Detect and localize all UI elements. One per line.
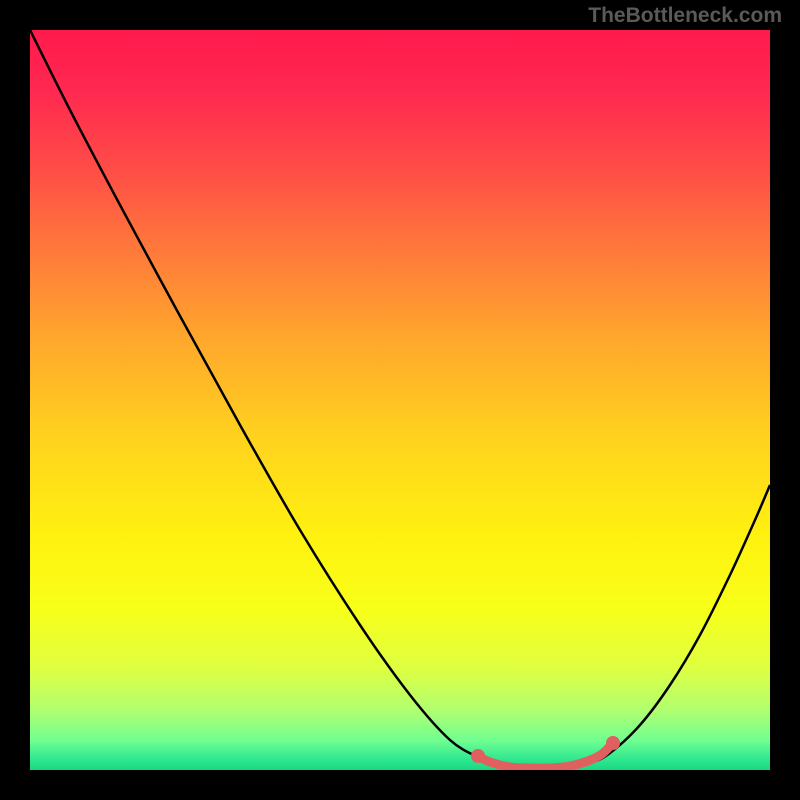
bottleneck-chart — [30, 30, 770, 770]
optimal-range-marker — [478, 743, 613, 768]
bottleneck-curve — [30, 30, 770, 768]
watermark-text: TheBottleneck.com — [588, 4, 782, 28]
curve-overlay — [30, 30, 770, 770]
